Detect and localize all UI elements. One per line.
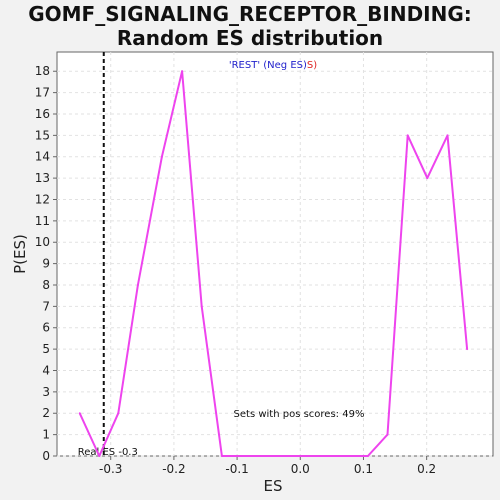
data-point [426, 177, 429, 180]
y-tick-label: 9 [42, 257, 50, 271]
series-group [78, 70, 469, 457]
x-tick-label: 0.1 [354, 462, 373, 476]
x-axis-ticks: -0.3 -0.2 -0.1 0.0 0.1 0.2 [99, 456, 436, 476]
reference-line-label: Real ES -0.3 [78, 447, 138, 458]
chart-title: GOMF_SIGNALING_RECEPTOR_BINDING: Random … [0, 2, 500, 50]
y-tick-label: 14 [35, 150, 50, 164]
annotation-text: Sets with pos scores: 49% [234, 409, 365, 420]
series-line [78, 70, 469, 457]
y-tick-label: 16 [35, 107, 50, 121]
data-point [220, 455, 223, 457]
y-tick-label: 5 [42, 342, 50, 356]
plot-area [56, 51, 494, 457]
data-point [239, 455, 242, 457]
y-tick-label: 17 [35, 86, 50, 100]
data-point [338, 455, 341, 457]
data-point [260, 455, 263, 457]
data-point [117, 412, 120, 415]
y-tick-label: 10 [35, 235, 50, 249]
y-tick-label: 3 [42, 385, 50, 399]
y-tick-label: 12 [35, 192, 50, 206]
data-point [181, 70, 184, 73]
data-point [406, 134, 409, 137]
data-point [466, 348, 469, 351]
y-tick-label: 15 [35, 128, 50, 142]
grid-lines [57, 52, 493, 457]
subtitle-part-1: 'REST' (Neg ES) [229, 60, 307, 71]
data-point [136, 283, 139, 286]
y-tick-label: 18 [35, 64, 50, 78]
x-tick-label: -0.1 [225, 462, 248, 476]
y-tick-label: 0 [42, 449, 50, 463]
y-tick-label: 4 [42, 363, 50, 377]
chart-subtitle: 'REST' (Neg ES)S) [229, 60, 317, 71]
x-tick-label: 0.0 [291, 462, 310, 476]
y-tick-label: 7 [42, 299, 50, 313]
data-point [446, 134, 449, 137]
data-point [200, 305, 203, 308]
data-point [160, 155, 163, 158]
subtitle-part-2: S) [307, 60, 317, 71]
y-tick-label: 11 [35, 214, 50, 228]
reference-line-group: Real ES -0.3 [78, 52, 138, 458]
data-point [98, 455, 101, 457]
y-tick-label: 13 [35, 171, 50, 185]
data-point [386, 433, 389, 436]
y-tick-label: 2 [42, 406, 50, 420]
data-point [299, 455, 302, 457]
x-axis-label: ES [264, 477, 283, 495]
x-tick-label: 0.2 [417, 462, 436, 476]
x-tick-label: -0.2 [162, 462, 185, 476]
chart-title-line-1: GOMF_SIGNALING_RECEPTOR_BINDING: [28, 2, 472, 26]
x-tick-label: -0.3 [99, 462, 122, 476]
y-axis-label: P(ES) [11, 234, 29, 274]
chart-title-line-2: Random ES distribution [116, 26, 384, 50]
y-tick-label: 6 [42, 321, 50, 335]
data-point [318, 455, 321, 457]
data-point [78, 412, 81, 415]
y-tick-label: 1 [42, 428, 50, 442]
data-point [366, 455, 369, 457]
data-point [279, 455, 282, 457]
y-tick-label: 8 [42, 278, 50, 292]
